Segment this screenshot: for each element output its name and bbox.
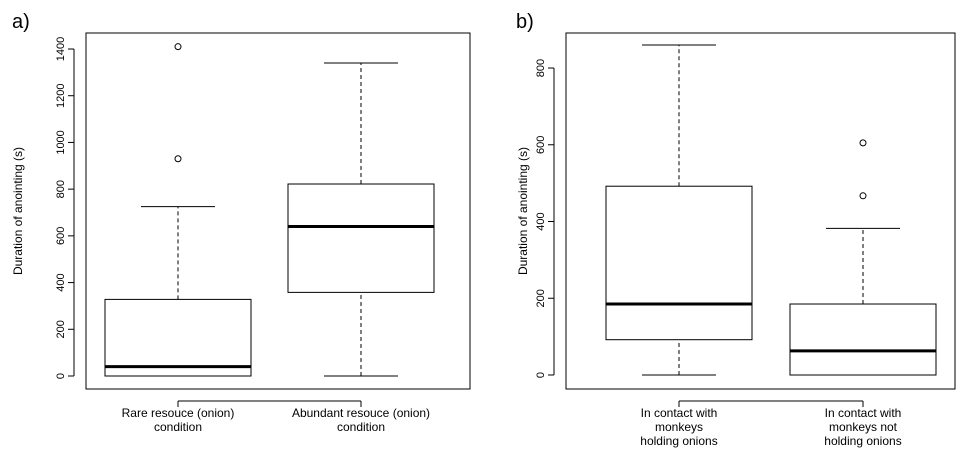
x-category-label: condition xyxy=(337,420,385,434)
iqr-box xyxy=(104,298,252,377)
y-tick-label: 800 xyxy=(55,180,67,198)
x-category-label: In contact with xyxy=(641,406,718,420)
panel-label: a) xyxy=(12,11,30,33)
y-tick-label: 800 xyxy=(535,59,547,77)
y-tick-label: 200 xyxy=(55,320,67,338)
x-category-label: monkeys xyxy=(655,420,703,434)
y-tick-label: 1200 xyxy=(55,83,67,107)
plot-frame xyxy=(565,32,956,390)
x-category-label: condition xyxy=(154,420,202,434)
box-group xyxy=(789,139,937,376)
plot-frame xyxy=(85,32,471,390)
panel-label: b) xyxy=(516,11,534,33)
panel-b: b) 0 200 400 600 800 Duration of anointing (s)… xyxy=(516,11,956,448)
y-tick-label: 600 xyxy=(55,227,67,245)
outlier-point xyxy=(859,192,867,200)
outlier-point xyxy=(859,139,867,147)
y-tick-label: 400 xyxy=(535,212,547,230)
x-category-label: Rare resouce (onion) xyxy=(122,406,235,420)
iqr-box xyxy=(789,303,937,376)
x-category-label: In contact with xyxy=(825,406,902,420)
outlier-point xyxy=(174,155,182,163)
iqr-box xyxy=(287,183,435,293)
box-group xyxy=(287,62,435,377)
y-axis-title: Duration of anointing (s) xyxy=(11,147,25,275)
panel-a: a) 0 200 400 600 800 1000 1200 1400 Duration of a… xyxy=(11,11,471,434)
y-tick-label: 600 xyxy=(535,136,547,154)
y-tick-label: 0 xyxy=(55,373,67,379)
x-category-label: holding onions xyxy=(640,434,717,448)
y-tick-label: 1400 xyxy=(55,37,67,61)
y-tick-label: 200 xyxy=(535,289,547,307)
x-category-label: holding onions xyxy=(824,434,901,448)
y-tick-label: 1000 xyxy=(55,130,67,154)
box-group xyxy=(104,43,252,377)
y-tick-label: 0 xyxy=(535,372,547,378)
iqr-box xyxy=(605,185,753,341)
y-tick-label: 400 xyxy=(55,273,67,291)
box-group xyxy=(605,44,753,376)
x-category-label: Abundant resouce (onion) xyxy=(292,406,430,420)
x-category-label: monkeys not xyxy=(829,420,898,434)
outlier-point xyxy=(174,43,182,51)
y-axis-title: Duration of anointing (s) xyxy=(516,147,530,275)
